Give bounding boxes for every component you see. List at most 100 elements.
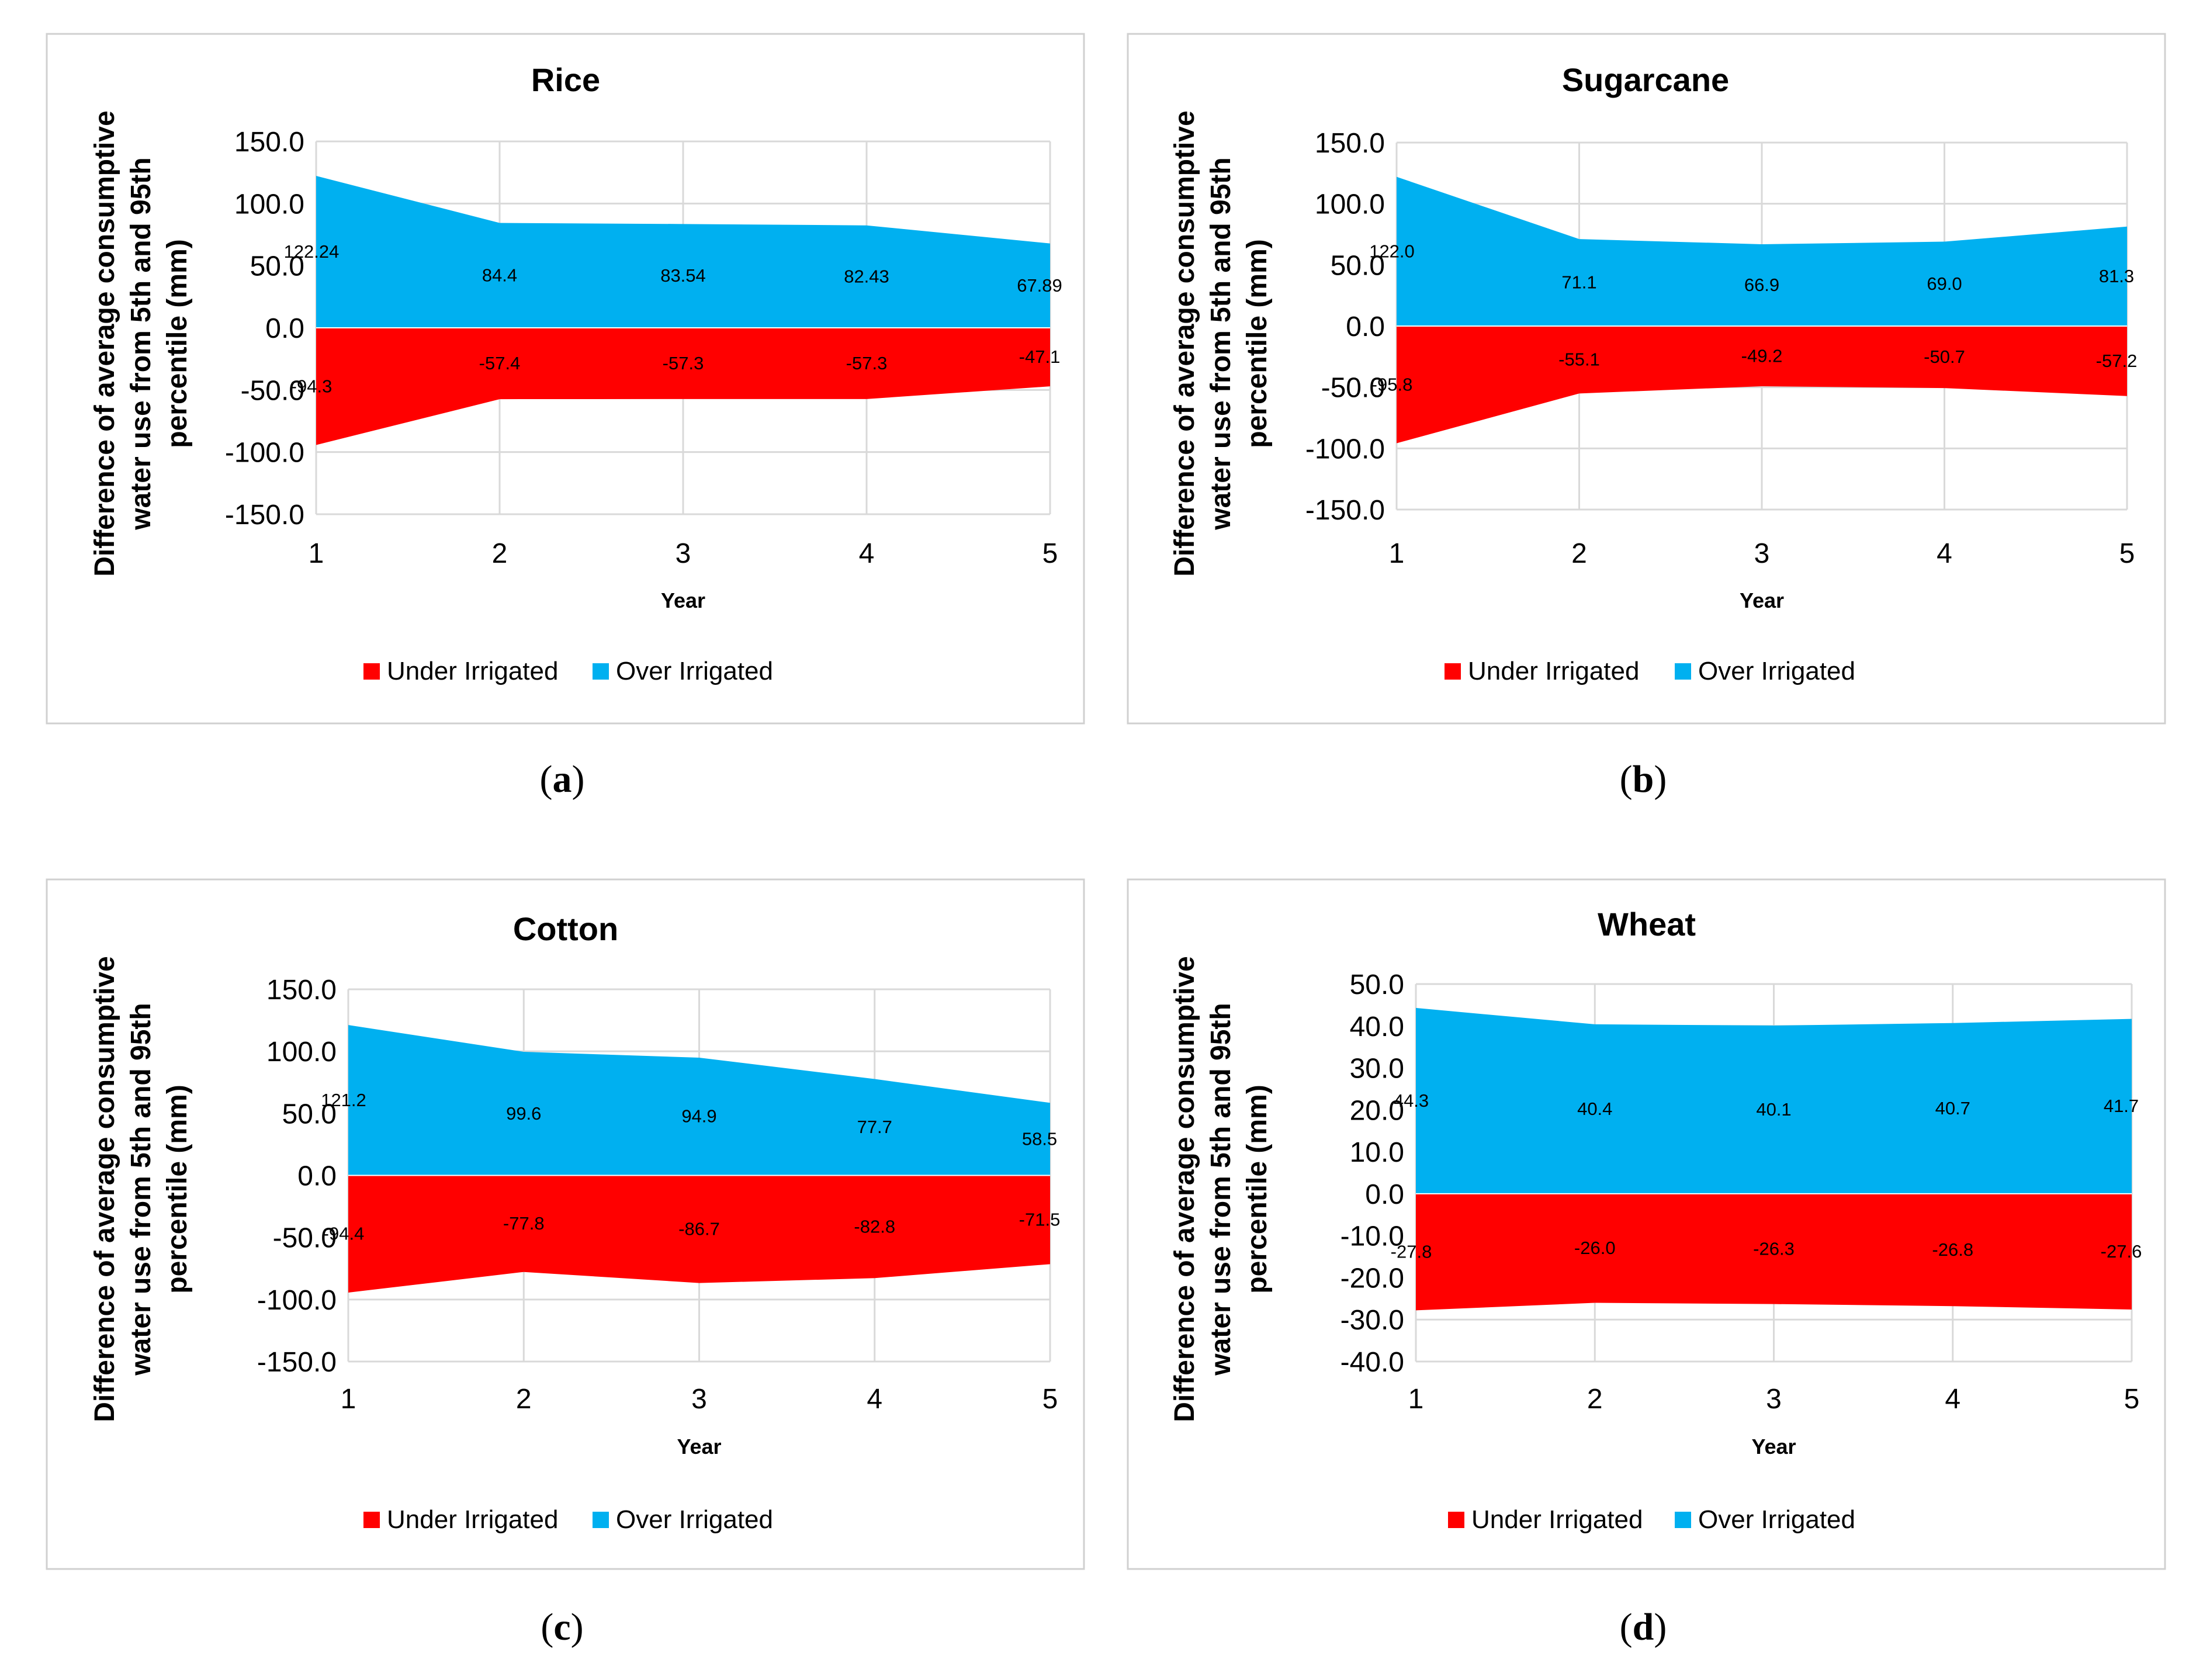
area-under-irrigated	[348, 1175, 1050, 1293]
x-tick-label: 4	[1945, 1384, 1960, 1415]
data-label-under: -26.0	[1574, 1238, 1616, 1258]
x-tick-label: 4	[867, 1384, 882, 1415]
y-axis-label-line: percentile (mm)	[162, 239, 193, 448]
y-tick-label: 10.0	[1350, 1137, 1404, 1168]
data-label-under: -47.1	[1019, 347, 1061, 367]
data-label-under: -57.2	[2096, 351, 2138, 371]
x-axis-label: Year	[1740, 588, 1784, 612]
chart-title: Sugarcane	[1562, 61, 1729, 98]
chart-title: Wheat	[1598, 906, 1696, 943]
data-label-under: -77.8	[503, 1213, 545, 1234]
data-label-under: -55.1	[1558, 349, 1600, 370]
data-label-over: 82.43	[844, 266, 889, 286]
y-tick-label: -10.0	[1340, 1221, 1404, 1252]
legend-swatch	[363, 663, 380, 680]
chart-title: Rice	[531, 61, 600, 98]
x-tick-label: 3	[1754, 538, 1770, 569]
x-tick-label: 1	[1389, 538, 1405, 569]
y-axis-label: Difference of average consumptive water u…	[1169, 110, 1273, 577]
area-under-irrigated	[1397, 326, 2127, 444]
data-label-under: -26.3	[1753, 1238, 1795, 1259]
legend-swatch	[1448, 1512, 1464, 1528]
x-tick-label: 1	[309, 538, 324, 569]
y-tick-label: 150.0	[234, 127, 304, 158]
y-axis-label: Difference of average consumptive water u…	[89, 956, 193, 1422]
y-tick-label: -100.0	[257, 1285, 337, 1316]
x-tick-label: 5	[1042, 1384, 1058, 1415]
y-tick-label: -40.0	[1340, 1347, 1404, 1378]
y-tick-label: 0.0	[1365, 1179, 1404, 1210]
y-tick-label: 30.0	[1350, 1054, 1404, 1085]
area-over-irrigated	[1416, 1007, 2132, 1194]
data-label-under: -82.8	[854, 1216, 895, 1236]
area-under-irrigated	[1416, 1193, 2132, 1311]
y-tick-label: -50.0	[241, 375, 304, 406]
chart-title: Cotton	[513, 910, 618, 947]
y-tick-label: 50.0	[250, 251, 304, 282]
legend-label: Over Irrigated	[1698, 657, 1855, 685]
y-axis-label: Difference of average consumptive water u…	[1169, 956, 1273, 1422]
y-tick-label: 100.0	[234, 189, 304, 220]
legend-swatch	[593, 663, 609, 680]
panel-caption: (d)	[1620, 1606, 1667, 1648]
x-tick-label: 5	[2119, 538, 2135, 569]
panel-caption: (a)	[540, 758, 585, 801]
legend-label: Over Irrigated	[1698, 1505, 1855, 1534]
x-tick-label: 1	[1408, 1384, 1424, 1415]
y-axis-label-line: water use from 5th and 95th	[1206, 1003, 1236, 1376]
data-label-over: 99.6	[506, 1103, 541, 1124]
x-tick-label: 3	[1766, 1384, 1782, 1415]
y-tick-label: -100.0	[1305, 434, 1385, 465]
y-tick-label: 50.0	[282, 1099, 337, 1130]
y-tick-label: 150.0	[266, 975, 337, 1006]
data-label-under: -94.4	[323, 1224, 365, 1244]
data-label-under: -50.7	[1924, 347, 1965, 367]
y-tick-label: -50.0	[273, 1223, 337, 1254]
y-tick-label: 150.0	[1315, 128, 1385, 159]
data-label-under: -95.8	[1371, 374, 1413, 394]
data-label-over: 83.54	[660, 265, 706, 286]
x-axis-label: Year	[677, 1435, 721, 1459]
data-label-over: 40.7	[1935, 1098, 1970, 1118]
data-label-under: -57.3	[663, 353, 704, 373]
x-tick-label: 3	[691, 1384, 707, 1415]
legend-swatch	[363, 1512, 380, 1528]
y-axis-label-line: percentile (mm)	[162, 1085, 193, 1293]
data-label-over: 84.4	[482, 265, 517, 285]
area-over-irrigated	[316, 176, 1050, 328]
data-label-over: 40.4	[1577, 1099, 1612, 1119]
y-axis-label-line: Difference of average consumptive	[1169, 110, 1200, 577]
x-tick-label: 4	[859, 538, 875, 569]
x-axis-label: Year	[661, 588, 705, 612]
data-label-under: -49.2	[1741, 345, 1783, 366]
y-tick-label: -150.0	[257, 1347, 337, 1378]
y-tick-label: 100.0	[266, 1037, 337, 1068]
chart-panel-cotton: 121.2 -94.4 99.6 -77.8 94.9 -86.7 77.7 -82.8 58.…	[46, 878, 1085, 1648]
data-label-over: 77.7	[857, 1117, 892, 1137]
data-label-over: 122.0	[1369, 241, 1415, 261]
y-tick-label: 0.0	[265, 313, 304, 344]
legend-swatch	[593, 1512, 609, 1528]
legend-label: Under Irrigated	[1468, 657, 1639, 685]
chart-panel-wheat: 44.3 -27.8 40.4 -26.0 40.1 -26.3 40.7 -26.8 41.7…	[1127, 878, 2166, 1648]
y-tick-label: 40.0	[1350, 1012, 1404, 1042]
panel-caption: (b)	[1620, 758, 1667, 801]
y-axis-label-line: percentile (mm)	[1242, 1085, 1273, 1293]
data-label-over: 121.2	[321, 1090, 366, 1110]
legend-swatch	[1445, 663, 1461, 680]
x-tick-label: 2	[516, 1384, 532, 1415]
data-label-over: 94.9	[681, 1106, 716, 1127]
x-tick-label: 2	[1587, 1384, 1603, 1415]
data-label-under: -71.5	[1019, 1209, 1061, 1229]
data-label-over: 69.0	[1927, 273, 1962, 294]
x-tick-label: 5	[2124, 1384, 2140, 1415]
data-label-over: 67.89	[1017, 275, 1062, 296]
y-tick-label: 50.0	[1331, 250, 1385, 281]
data-label-over: 44.3	[1394, 1090, 1429, 1111]
y-axis-label-line: Difference of average consumptive	[1169, 956, 1200, 1422]
y-axis-label-line: Difference of average consumptive	[89, 956, 120, 1422]
y-tick-label: 0.0	[1346, 311, 1385, 342]
data-label-under: -26.8	[1932, 1239, 1973, 1260]
y-tick-label: -50.0	[1321, 373, 1385, 404]
legend-label: Under Irrigated	[387, 1505, 558, 1534]
